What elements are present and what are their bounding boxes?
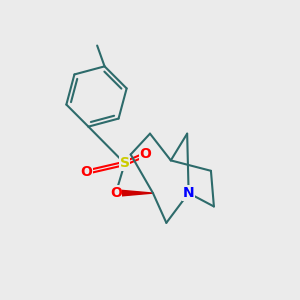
Text: S: S: [120, 156, 130, 170]
Text: N: N: [183, 186, 194, 200]
Text: O: O: [140, 148, 152, 161]
Polygon shape: [116, 190, 153, 196]
Text: O: O: [80, 165, 92, 179]
Text: O: O: [110, 186, 122, 200]
